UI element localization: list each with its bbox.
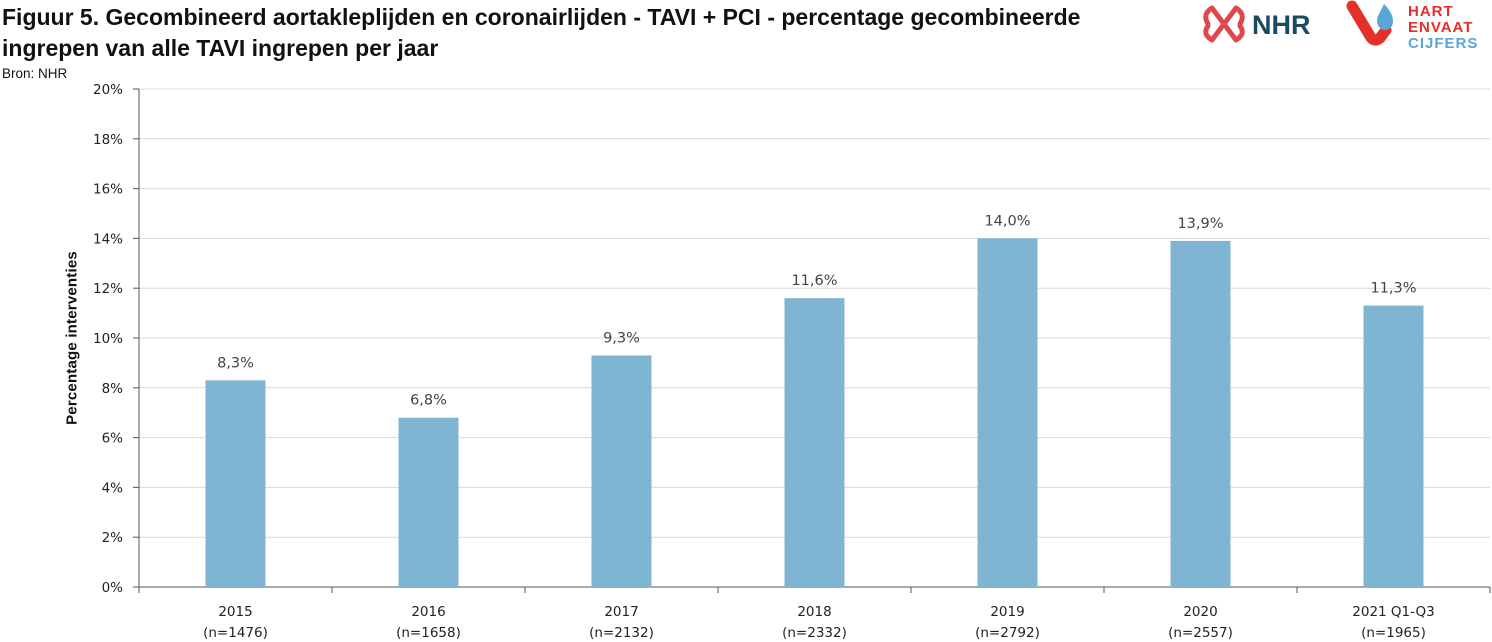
nhr-heart-icon: [1203, 5, 1245, 43]
x-tick-label: 2015: [218, 604, 252, 620]
x-tick-n-label: (n=1476): [203, 625, 268, 641]
chart-title: Figuur 5. Gecombineerd aortakleplijden e…: [2, 4, 1081, 61]
x-tick-n-label: (n=2557): [1168, 625, 1233, 641]
x-tick-n-label: (n=1965): [1361, 625, 1426, 641]
x-tick-label: 2020: [1183, 604, 1217, 620]
bar: [591, 355, 652, 587]
bar: [398, 417, 459, 587]
nhr-logo: NHR: [1203, 5, 1311, 43]
x-tick-label: 2016: [411, 604, 445, 620]
x-tick-label: 2018: [797, 604, 831, 620]
x-tick-n-label: (n=2332): [782, 625, 847, 641]
x-tick-label: 2017: [604, 604, 638, 620]
nhr-logo-text: NHR: [1252, 10, 1311, 40]
bar: [977, 238, 1038, 587]
y-tick-label: 14%: [93, 231, 123, 247]
hv-line-1: HART: [1408, 3, 1454, 20]
x-tick-n-label: (n=2132): [589, 625, 654, 641]
bar: [205, 380, 266, 587]
hv-line-2: ENVAAT: [1408, 19, 1473, 36]
data-label: 8,3%: [217, 355, 254, 371]
y-tick-label: 6%: [102, 431, 124, 447]
bar: [1170, 240, 1231, 587]
y-tick-label: 10%: [93, 331, 123, 347]
y-tick-label: 8%: [102, 381, 124, 397]
data-label: 9,3%: [603, 330, 640, 346]
hv-line-3: CIJFERS: [1408, 35, 1478, 52]
logo-area: NHR HART ENVAAT CIJFERS: [1203, 0, 1478, 52]
y-tick-label: 18%: [93, 132, 123, 148]
data-label: 11,6%: [791, 273, 837, 289]
x-tick-label: 2021 Q1-Q3: [1352, 604, 1434, 620]
bar: [784, 298, 845, 587]
y-tick-label: 4%: [102, 480, 124, 496]
source-note: Bron: NHR: [2, 66, 68, 81]
y-tick-label: 0%: [102, 580, 124, 596]
y-tick-label: 16%: [93, 182, 123, 198]
data-label: 11,3%: [1370, 281, 1416, 297]
data-label: 13,9%: [1177, 216, 1223, 232]
data-label: 14,0%: [984, 213, 1030, 229]
y-tick-label: 2%: [102, 530, 124, 546]
bar: [1363, 305, 1424, 587]
data-label: 6,8%: [410, 393, 447, 409]
y-tick-label: 20%: [93, 82, 123, 98]
y-tick-label: 12%: [93, 281, 123, 297]
x-tick-n-label: (n=2792): [975, 625, 1040, 641]
hartenvaatcijfers-logo: HART ENVAAT CIJFERS: [1346, 0, 1478, 52]
x-tick-n-label: (n=1658): [396, 625, 461, 641]
heart-drop-icon: [1346, 0, 1393, 46]
x-tick-label: 2019: [990, 604, 1024, 620]
